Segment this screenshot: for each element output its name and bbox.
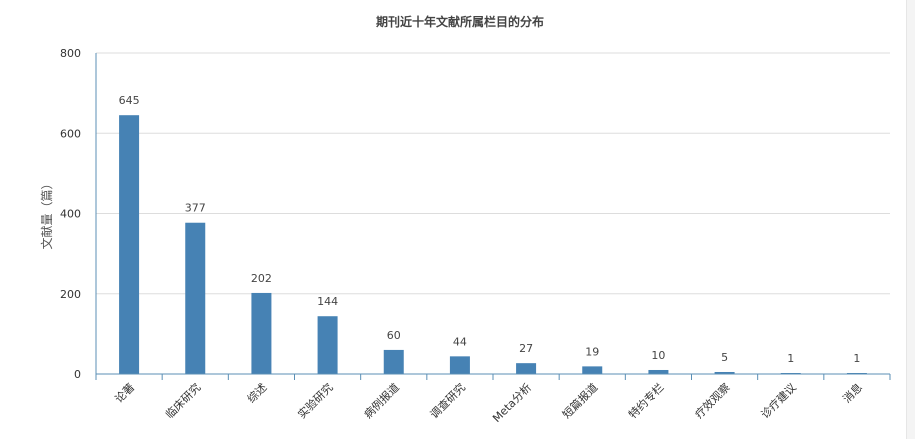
bar-value-label: 19: [585, 345, 599, 358]
bar[interactable]: [317, 316, 338, 374]
x-tick-label: 实验研究: [295, 380, 336, 421]
x-tick-label: 调查研究: [427, 380, 468, 421]
bar-value-label: 645: [119, 94, 140, 107]
bar-value-label: 1: [787, 352, 794, 365]
bar[interactable]: [582, 366, 603, 374]
y-tick-label: 0: [74, 368, 81, 381]
x-tick-label: 病例报道: [361, 380, 402, 421]
bar[interactable]: [714, 371, 735, 374]
x-tick-label: 消息: [840, 380, 865, 405]
bar[interactable]: [119, 115, 140, 374]
bar-value-label: 1: [853, 352, 860, 365]
bar[interactable]: [383, 349, 404, 374]
y-axis-ticks: 0 200 400 600 800: [60, 47, 81, 381]
x-tick-label: 短篇报道: [559, 380, 600, 421]
bar-value-label: 5: [721, 351, 728, 364]
y-tick-label: 600: [60, 127, 81, 140]
y-axis-label: 文献量（篇）: [39, 177, 54, 249]
scrollbar[interactable]: [906, 0, 915, 439]
bar-value-label: 44: [453, 335, 467, 348]
x-tick-label: 特约专栏: [626, 380, 667, 421]
bar[interactable]: [185, 222, 206, 374]
bar[interactable]: [251, 292, 272, 374]
x-tick-label: 论著: [112, 380, 137, 405]
gridlines: [96, 52, 890, 295]
bar-value-label: 27: [519, 342, 533, 355]
y-tick-label: 800: [60, 47, 81, 60]
bars: 645 377 202 144 60 44 27 19 10 5 1 1: [119, 94, 867, 374]
bar-value-label: 202: [251, 272, 272, 285]
x-tick-label: 诊疗建议: [758, 380, 799, 421]
axes: [95, 53, 891, 380]
bar[interactable]: [516, 363, 537, 374]
y-tick-label: 200: [60, 288, 81, 301]
x-tick-label: 疗效观察: [692, 380, 733, 421]
y-tick-label: 400: [60, 208, 81, 221]
x-tick-label: 综述: [244, 380, 269, 405]
x-tick-label: Meta分析: [489, 380, 534, 425]
bar-value-label: 60: [387, 329, 401, 342]
bar[interactable]: [648, 369, 669, 374]
bar-value-label: 377: [185, 202, 206, 215]
x-axis-ticks: 论著 临床研究 综述 实验研究 病例报道 调查研究 Meta分析 短篇报道 特约专栏 疗效观察 诊疗…: [112, 380, 865, 425]
x-tick-label: 临床研究: [162, 380, 203, 421]
bar[interactable]: [449, 356, 470, 374]
bar-value-label: 10: [651, 349, 665, 362]
chart-title: 期刊近十年文献所属栏目的分布: [376, 14, 544, 29]
bar-value-label: 144: [317, 295, 338, 308]
